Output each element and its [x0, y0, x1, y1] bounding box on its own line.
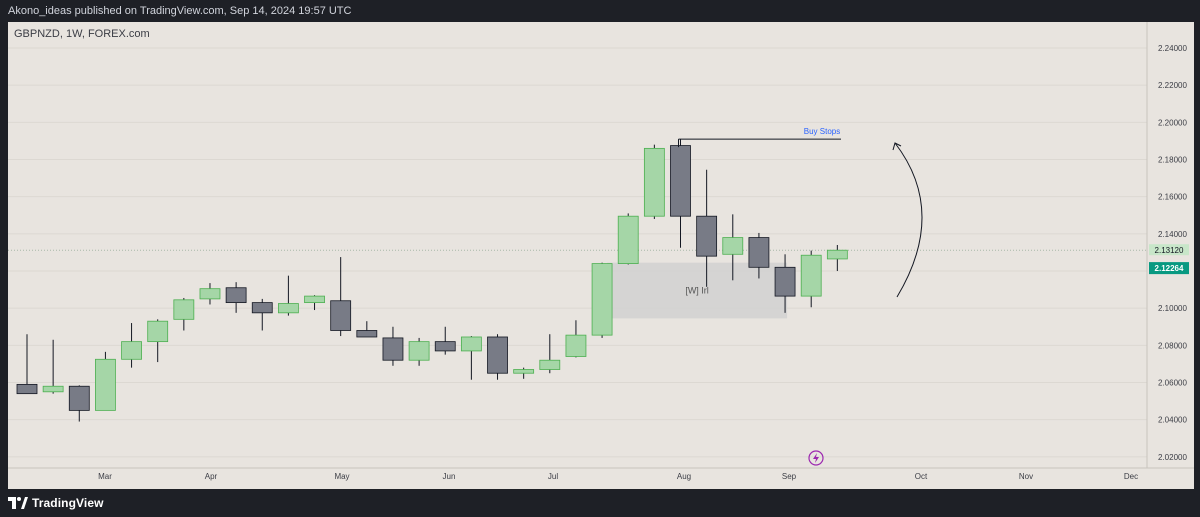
publish-info: Akono_ideas published on TradingView.com…	[8, 5, 352, 17]
candle-bull[interactable]	[800, 254, 822, 297]
footer-bar: TradingView	[0, 489, 1200, 517]
candle-bull[interactable]	[591, 263, 613, 336]
candle-bull[interactable]	[408, 341, 430, 361]
candle-bear[interactable]	[330, 300, 352, 331]
candle-bear[interactable]	[670, 145, 691, 217]
y-tick-label: 2.16000	[1158, 193, 1187, 202]
x-tick-label: Apr	[205, 472, 218, 481]
y-tick-label: 2.14000	[1158, 230, 1187, 239]
liquidity-zone	[607, 262, 788, 319]
y-tick-label: 2.06000	[1158, 379, 1187, 388]
x-tick-label: Oct	[915, 472, 928, 481]
candle-bull[interactable]	[277, 303, 299, 314]
event-lightning-icon[interactable]	[808, 450, 824, 466]
x-tick-label: Nov	[1019, 472, 1033, 481]
candle-bear[interactable]	[225, 287, 247, 304]
y-tick-label: 2.08000	[1158, 341, 1187, 350]
current-price-tag-bg	[1149, 244, 1189, 256]
lightning-bolt-icon	[813, 453, 819, 463]
current-price-tag: 2.13120	[1155, 246, 1184, 255]
y-tick-label: 2.24000	[1158, 44, 1187, 53]
tradingview-logo-icon	[8, 497, 28, 509]
chart-area[interactable]: [W] Irl Buy Stops 2.24000 2.22000 2.20000 2.1…	[8, 22, 1194, 489]
x-tick-label: Aug	[677, 472, 691, 481]
x-tick-label: Dec	[1124, 472, 1138, 481]
projection-arrowhead	[892, 142, 902, 151]
y-tick-label: 2.10000	[1158, 304, 1187, 313]
x-tick-label: Mar	[98, 472, 112, 481]
candle-bull[interactable]	[722, 237, 744, 255]
symbol-info: GBPNZD, 1W, FOREX.com	[14, 28, 150, 40]
publish-header: Akono_ideas published on TradingView.com…	[0, 0, 1200, 22]
candlestick-chart[interactable]: [W] Irl Buy Stops 2.24000 2.22000 2.20000 2.1…	[8, 22, 1194, 489]
candle-bull[interactable]	[304, 295, 325, 304]
candle-bear[interactable]	[251, 302, 273, 314]
candle-bear[interactable]	[696, 215, 718, 257]
last-price-tag: 2.12264	[1155, 264, 1184, 273]
candle-bull[interactable]	[643, 147, 665, 217]
candle-bull[interactable]	[565, 334, 587, 357]
candle-bull[interactable]	[121, 341, 142, 360]
y-tick-label: 2.22000	[1158, 81, 1187, 90]
last-price-tag-bg	[1149, 262, 1189, 275]
candle-bull[interactable]	[460, 336, 482, 352]
candle-bear[interactable]	[774, 266, 796, 297]
candle-bull[interactable]	[539, 359, 561, 370]
candle-bear[interactable]	[434, 341, 456, 352]
y-tick-label: 2.04000	[1158, 416, 1187, 425]
candle-bull[interactable]	[147, 320, 169, 343]
candle-bull[interactable]	[617, 215, 639, 264]
x-tick-label: Jun	[443, 472, 456, 481]
x-tick-label: Jul	[548, 472, 558, 481]
candle-bull[interactable]	[95, 358, 116, 411]
projection-arrow	[894, 142, 923, 298]
buy-stops-label: Buy Stops	[804, 127, 840, 136]
candle-bull[interactable]	[199, 288, 221, 300]
zone-label: [W] Irl	[685, 286, 709, 296]
y-tick-label: 2.02000	[1158, 453, 1187, 462]
candle-bear[interactable]	[356, 330, 378, 338]
y-tick-label: 2.20000	[1158, 118, 1187, 127]
candle-bull[interactable]	[826, 249, 848, 260]
tradingview-logo[interactable]: TradingView	[8, 496, 104, 510]
candle-bear[interactable]	[487, 336, 508, 374]
x-tick-label: May	[334, 472, 349, 481]
candle-bull[interactable]	[513, 369, 535, 374]
y-tick-label: 2.18000	[1158, 156, 1187, 165]
tradingview-logo-text: TradingView	[32, 496, 104, 510]
candle-bear[interactable]	[382, 337, 404, 361]
candle-bull[interactable]	[42, 385, 64, 393]
candle-bear[interactable]	[748, 237, 770, 268]
x-tick-label: Sep	[782, 472, 797, 481]
candle-bear[interactable]	[68, 385, 90, 411]
candle-bear[interactable]	[16, 383, 38, 395]
candle-bull[interactable]	[173, 299, 195, 320]
